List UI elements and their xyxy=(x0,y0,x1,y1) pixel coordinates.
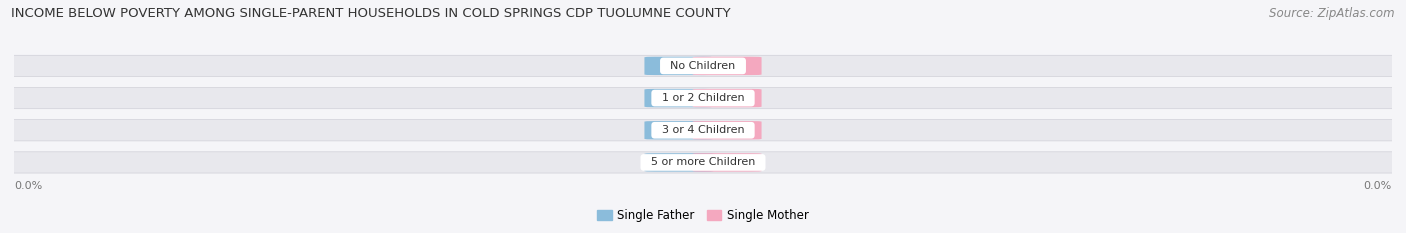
Text: 0.0%: 0.0% xyxy=(665,125,693,135)
Legend: Single Father, Single Mother: Single Father, Single Mother xyxy=(593,205,813,227)
Text: INCOME BELOW POVERTY AMONG SINGLE-PARENT HOUSEHOLDS IN COLD SPRINGS CDP TUOLUMNE: INCOME BELOW POVERTY AMONG SINGLE-PARENT… xyxy=(11,7,731,20)
FancyBboxPatch shape xyxy=(0,152,1406,173)
FancyBboxPatch shape xyxy=(0,120,1406,141)
Text: 0.0%: 0.0% xyxy=(1364,181,1392,191)
FancyBboxPatch shape xyxy=(644,121,713,139)
Text: 0.0%: 0.0% xyxy=(665,93,693,103)
Text: 0.0%: 0.0% xyxy=(713,93,741,103)
FancyBboxPatch shape xyxy=(0,55,1406,76)
Text: 0.0%: 0.0% xyxy=(665,158,693,168)
FancyBboxPatch shape xyxy=(0,87,1406,109)
Text: 0.0%: 0.0% xyxy=(14,181,42,191)
Text: 0.0%: 0.0% xyxy=(665,61,693,71)
Text: No Children: No Children xyxy=(664,61,742,71)
Text: 0.0%: 0.0% xyxy=(713,125,741,135)
Text: 3 or 4 Children: 3 or 4 Children xyxy=(655,125,751,135)
FancyBboxPatch shape xyxy=(693,153,762,171)
FancyBboxPatch shape xyxy=(644,57,713,75)
FancyBboxPatch shape xyxy=(644,153,713,171)
FancyBboxPatch shape xyxy=(644,89,713,107)
FancyBboxPatch shape xyxy=(693,57,762,75)
FancyBboxPatch shape xyxy=(693,89,762,107)
Text: 0.0%: 0.0% xyxy=(713,158,741,168)
Text: 5 or more Children: 5 or more Children xyxy=(644,158,762,168)
Text: 1 or 2 Children: 1 or 2 Children xyxy=(655,93,751,103)
Text: 0.0%: 0.0% xyxy=(713,61,741,71)
Text: Source: ZipAtlas.com: Source: ZipAtlas.com xyxy=(1270,7,1395,20)
FancyBboxPatch shape xyxy=(693,121,762,139)
